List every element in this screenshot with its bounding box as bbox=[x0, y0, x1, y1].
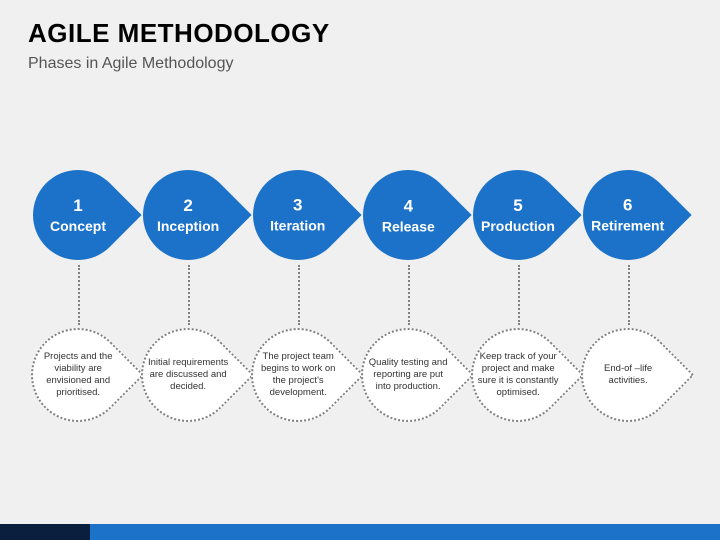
phase-node-release: 4 Release bbox=[358, 165, 468, 265]
footer-blue-segment bbox=[90, 524, 720, 540]
connector-line bbox=[188, 265, 190, 325]
footer-bar bbox=[0, 524, 720, 540]
phase-teardrop: 3 Iteration bbox=[234, 151, 361, 278]
phase-label: Iteration bbox=[270, 218, 325, 234]
phase-number: 3 bbox=[270, 196, 325, 216]
desc-text: End-of –life activities. bbox=[585, 361, 671, 389]
desc-text: Keep track of your project and make sure… bbox=[475, 349, 561, 401]
phase-teardrop: 5 Production bbox=[454, 151, 581, 278]
connector-line bbox=[298, 265, 300, 325]
page-subtitle: Phases in Agile Methodology bbox=[28, 55, 692, 73]
connector-line bbox=[78, 265, 80, 325]
phase-number: 6 bbox=[591, 196, 664, 216]
phase-node-inception: 2 Inception bbox=[138, 165, 248, 265]
phase-label: Inception bbox=[157, 218, 219, 234]
phase-number: 5 bbox=[481, 196, 555, 216]
phase-content: 5 Production bbox=[481, 196, 555, 234]
desc-teardrop: Initial requirements are discussed and d… bbox=[122, 309, 255, 442]
phase-content: 1 Concept bbox=[50, 196, 106, 234]
desc-text: Projects and the viability are envisione… bbox=[35, 349, 121, 401]
phase-node-iteration: 3 Iteration bbox=[248, 165, 358, 265]
connector-line bbox=[518, 265, 520, 325]
phase-node-production: 5 Production bbox=[468, 165, 578, 265]
desc-teardrop: Quality testing and reporting are put in… bbox=[342, 309, 475, 442]
phase-label: Release bbox=[382, 218, 435, 234]
connector-line bbox=[628, 265, 630, 325]
desc-text: Quality testing and reporting are put in… bbox=[365, 355, 451, 395]
phase-number: 2 bbox=[157, 196, 219, 216]
desc-node-concept: Projects and the viability are envisione… bbox=[28, 325, 138, 425]
header: AGILE METHODOLOGY Phases in Agile Method… bbox=[0, 0, 720, 81]
page-title: AGILE METHODOLOGY bbox=[28, 18, 692, 49]
phase-label: Production bbox=[481, 218, 555, 234]
phases-row: 1 Concept 2 Inception 3 Iteration 4 Release 5 Pro… bbox=[28, 165, 692, 265]
phase-label: Retirement bbox=[591, 218, 664, 234]
phase-number: 1 bbox=[50, 196, 106, 216]
phase-number: 4 bbox=[382, 196, 435, 216]
desc-node-iteration: The project team begins to work on the p… bbox=[248, 325, 358, 425]
agile-phases-diagram: 1 Concept 2 Inception 3 Iteration 4 Release 5 Pro… bbox=[28, 165, 692, 425]
footer-dark-segment bbox=[0, 524, 90, 540]
phase-teardrop: 6 Retirement bbox=[564, 151, 691, 278]
phase-content: 3 Iteration bbox=[270, 196, 325, 234]
phase-node-concept: 1 Concept bbox=[28, 165, 138, 265]
desc-node-inception: Initial requirements are discussed and d… bbox=[138, 325, 248, 425]
phase-content: 4 Release bbox=[382, 196, 435, 234]
desc-teardrop: The project team begins to work on the p… bbox=[232, 309, 365, 442]
phase-content: 6 Retirement bbox=[591, 196, 664, 234]
phase-teardrop: 2 Inception bbox=[124, 151, 251, 278]
connector-line bbox=[408, 265, 410, 325]
phase-node-retirement: 6 Retirement bbox=[578, 165, 688, 265]
desc-teardrop: Keep track of your project and make sure… bbox=[452, 309, 585, 442]
desc-text: Initial requirements are discussed and d… bbox=[145, 355, 231, 395]
phase-content: 2 Inception bbox=[157, 196, 219, 234]
descriptions-row: Projects and the viability are envisione… bbox=[28, 325, 692, 425]
phase-teardrop: 1 Concept bbox=[14, 151, 141, 278]
phase-teardrop: 4 Release bbox=[344, 151, 471, 278]
desc-node-release: Quality testing and reporting are put in… bbox=[358, 325, 468, 425]
desc-text: The project team begins to work on the p… bbox=[255, 349, 341, 401]
phase-label: Concept bbox=[50, 218, 106, 234]
desc-teardrop: Projects and the viability are envisione… bbox=[12, 309, 145, 442]
desc-node-retirement: End-of –life activities. bbox=[578, 325, 688, 425]
desc-node-production: Keep track of your project and make sure… bbox=[468, 325, 578, 425]
desc-teardrop: End-of –life activities. bbox=[562, 309, 695, 442]
